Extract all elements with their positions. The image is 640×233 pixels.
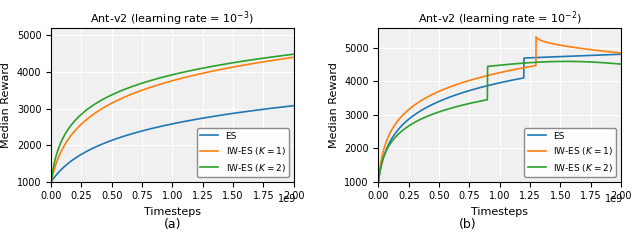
ES bbox=[472, 87, 480, 90]
ES bbox=[617, 53, 625, 56]
IW-ES ($K = 1$) bbox=[236, 64, 244, 67]
IW-ES ($K = 2$) bbox=[564, 60, 572, 63]
Line: ES: ES bbox=[378, 54, 621, 182]
Line: IW-ES ($K = 2$): IW-ES ($K = 2$) bbox=[378, 61, 621, 182]
ES bbox=[399, 123, 407, 126]
ES bbox=[145, 128, 153, 130]
IW-ES ($K = 2$) bbox=[72, 118, 80, 121]
IW-ES ($K = 2$) bbox=[541, 60, 548, 63]
IW-ES ($K = 1$) bbox=[214, 69, 221, 72]
IW-ES ($K = 1$) bbox=[399, 113, 407, 116]
ES bbox=[568, 55, 575, 58]
Line: IW-ES ($K = 1$): IW-ES ($K = 1$) bbox=[51, 57, 294, 182]
ES bbox=[290, 104, 298, 107]
IW-ES ($K = 2$) bbox=[236, 60, 244, 63]
IW-ES ($K = 1$) bbox=[154, 83, 162, 86]
IW-ES ($K = 1$) bbox=[541, 40, 549, 43]
Line: ES: ES bbox=[51, 106, 294, 182]
IW-ES ($K = 2$) bbox=[472, 100, 480, 103]
IW-ES ($K = 1$) bbox=[241, 64, 248, 66]
IW-ES ($K = 1$) bbox=[568, 46, 576, 48]
IW-ES ($K = 1$) bbox=[47, 180, 55, 183]
Y-axis label: Median Reward: Median Reward bbox=[328, 62, 339, 148]
ES bbox=[47, 180, 55, 183]
Title: Ant-v2 (learning rate = $10^{-3}$): Ant-v2 (learning rate = $10^{-3}$) bbox=[90, 9, 255, 28]
IW-ES ($K = 1$) bbox=[145, 86, 153, 89]
IW-ES ($K = 2$) bbox=[154, 77, 162, 80]
X-axis label: Timesteps: Timesteps bbox=[471, 207, 528, 217]
Y-axis label: Median Reward: Median Reward bbox=[1, 62, 12, 148]
IW-ES ($K = 1$) bbox=[472, 77, 480, 80]
IW-ES ($K = 1$) bbox=[374, 180, 382, 183]
IW-ES ($K = 2$) bbox=[241, 59, 248, 62]
ES bbox=[541, 56, 548, 59]
Text: (a): (a) bbox=[164, 218, 182, 231]
IW-ES ($K = 2$) bbox=[47, 180, 55, 183]
Text: 1e9: 1e9 bbox=[278, 194, 296, 204]
IW-ES ($K = 1$) bbox=[290, 56, 298, 59]
Legend: ES, IW-ES ($K = 1$), IW-ES ($K = 2$): ES, IW-ES ($K = 1$), IW-ES ($K = 2$) bbox=[524, 128, 616, 177]
ES bbox=[154, 126, 162, 128]
Title: Ant-v2 (learning rate = $10^{-2}$): Ant-v2 (learning rate = $10^{-2}$) bbox=[417, 9, 582, 28]
IW-ES ($K = 2$) bbox=[568, 60, 576, 63]
ES bbox=[374, 180, 382, 183]
Line: IW-ES ($K = 2$): IW-ES ($K = 2$) bbox=[51, 54, 294, 182]
IW-ES ($K = 2$) bbox=[145, 79, 153, 82]
IW-ES ($K = 2$) bbox=[563, 60, 570, 63]
Text: (b): (b) bbox=[458, 218, 476, 231]
IW-ES ($K = 2$) bbox=[214, 64, 221, 67]
IW-ES ($K = 2$) bbox=[617, 63, 625, 65]
ES bbox=[236, 111, 244, 114]
ES bbox=[564, 55, 572, 58]
ES bbox=[481, 85, 489, 88]
IW-ES ($K = 1$) bbox=[72, 128, 80, 131]
ES bbox=[72, 156, 80, 159]
Legend: ES, IW-ES ($K = 1$), IW-ES ($K = 2$): ES, IW-ES ($K = 1$), IW-ES ($K = 2$) bbox=[196, 128, 289, 177]
Text: 1e9: 1e9 bbox=[605, 194, 623, 204]
IW-ES ($K = 1$) bbox=[532, 36, 540, 38]
ES bbox=[214, 114, 221, 117]
Line: IW-ES ($K = 1$): IW-ES ($K = 1$) bbox=[378, 37, 621, 182]
IW-ES ($K = 1$) bbox=[617, 51, 625, 54]
IW-ES ($K = 1$) bbox=[481, 75, 489, 78]
IW-ES ($K = 1$) bbox=[564, 45, 572, 48]
X-axis label: Timesteps: Timesteps bbox=[144, 207, 201, 217]
IW-ES ($K = 2$) bbox=[290, 53, 298, 56]
IW-ES ($K = 2$) bbox=[399, 129, 407, 131]
IW-ES ($K = 2$) bbox=[374, 180, 382, 183]
IW-ES ($K = 2$) bbox=[481, 99, 489, 102]
ES bbox=[241, 110, 248, 113]
